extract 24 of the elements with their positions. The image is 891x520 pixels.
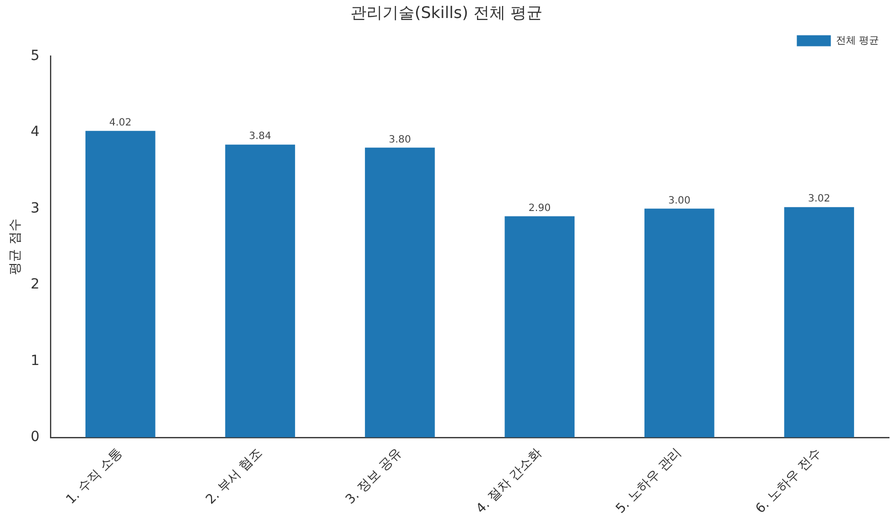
x-tick-label: 1. 수직 소통 bbox=[64, 446, 126, 508]
data-label: 3.00 bbox=[668, 195, 691, 206]
y-tick-label: 4 bbox=[30, 124, 40, 140]
chart-title: 관리기술(Skills) 전체 평균 bbox=[350, 2, 542, 22]
data-label: 2.90 bbox=[528, 202, 551, 214]
bar bbox=[225, 144, 296, 438]
data-label: 3.80 bbox=[388, 134, 412, 146]
y-tick-label: 2 bbox=[30, 276, 40, 293]
bar bbox=[504, 216, 575, 438]
y-tick-label: 1 bbox=[30, 352, 40, 369]
x-tick-label: 3. 정보 공유 bbox=[343, 446, 406, 508]
y-tick-label: 0 bbox=[30, 429, 40, 446]
x-tick-label: 2. 부서 협조 bbox=[203, 446, 266, 508]
data-label: 3.02 bbox=[808, 194, 830, 205]
y-tick-label: 3 bbox=[30, 200, 40, 216]
y-axis-title: 평균 점수 bbox=[8, 218, 24, 275]
data-label: 3.84 bbox=[249, 131, 272, 142]
bar bbox=[784, 207, 854, 438]
bar bbox=[364, 148, 435, 438]
bar bbox=[644, 208, 714, 438]
data-label: 4.02 bbox=[109, 118, 132, 129]
y-tick-label: 5 bbox=[30, 48, 40, 64]
bar bbox=[85, 130, 156, 438]
legend-label: 전체 평균 bbox=[836, 35, 880, 46]
